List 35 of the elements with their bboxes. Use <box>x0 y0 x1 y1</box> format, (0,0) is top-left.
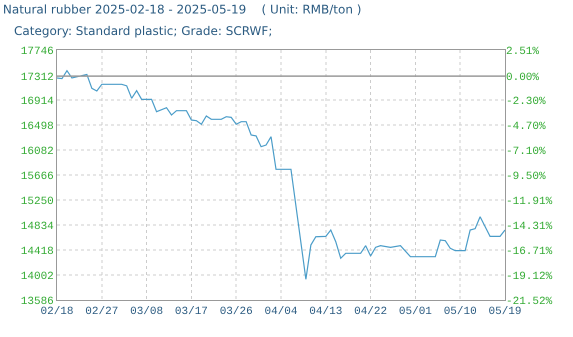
y-tick-label: 14418 <box>20 246 54 258</box>
y-tick-label: 15250 <box>20 196 54 208</box>
x-tick-label: 03/26 <box>220 306 253 318</box>
y2-tick-label: -16.71% <box>506 246 553 258</box>
y-tick-label: 17312 <box>20 72 54 84</box>
y-tick-label: 17746 <box>20 46 54 58</box>
y2-tick-label: -4.70% <box>506 120 546 133</box>
y2-tick-label: -19.12% <box>506 270 553 283</box>
y-tick-label: 13586 <box>20 296 54 308</box>
y-tick-label: 16082 <box>20 146 54 158</box>
x-tick-label: 03/17 <box>174 306 208 318</box>
y2-tick-label: -11.91% <box>506 196 553 208</box>
y2-tick-label: -2.30% <box>506 96 546 108</box>
chart-subtitle: Category: Standard plastic; Grade: SCRWF; <box>14 24 272 38</box>
y-tick-label: 14002 <box>20 270 54 283</box>
x-tick-label: 03/08 <box>130 306 164 318</box>
x-tick-label: 05/19 <box>488 306 522 318</box>
x-tick-label: 04/13 <box>309 306 342 318</box>
y-tick-label: 16498 <box>20 120 54 133</box>
x-tick-label: 04/22 <box>354 306 388 318</box>
y-tick-label: 16914 <box>20 96 54 108</box>
y2-tick-label: -7.10% <box>506 146 546 158</box>
x-tick-label: 04/04 <box>264 306 298 318</box>
y-tick-label: 14834 <box>20 220 54 233</box>
y2-tick-label: -14.31% <box>506 220 553 233</box>
x-tick-label: 02/27 <box>85 306 118 318</box>
y-tick-label: 15666 <box>20 170 54 183</box>
chart-title: Natural rubber 2025-02-18 - 2025-05-19 ( Unit: RMB/ton ) <box>2 2 362 16</box>
y2-tick-label: 0.00% <box>506 72 540 84</box>
x-tick-label: 02/18 <box>40 306 74 318</box>
x-tick-label: 05/10 <box>444 306 477 318</box>
y2-tick-label: -9.50% <box>506 170 546 183</box>
y2-tick-label: 2.51% <box>506 46 540 58</box>
line-series <box>57 70 505 280</box>
x-tick-label: 05/01 <box>398 306 432 318</box>
